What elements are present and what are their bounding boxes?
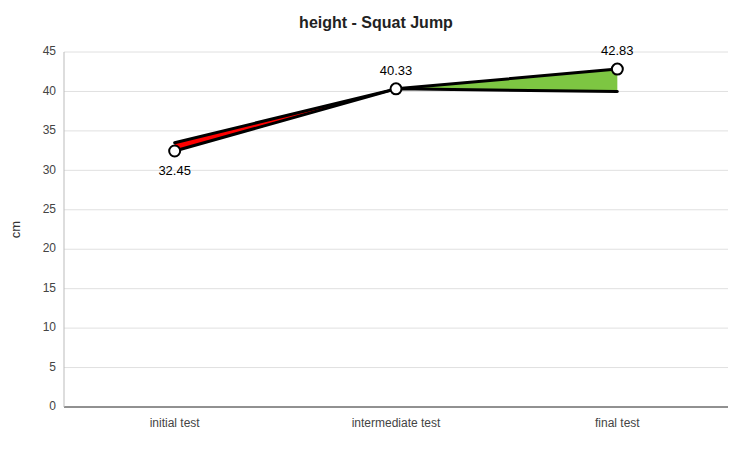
y-tick-label: 10 [43,320,57,334]
plot-area [169,64,623,157]
grid-line [64,249,728,250]
title: height - Squat Jump [299,14,453,31]
y-grid [64,52,728,407]
chart-container: 0 5 10 15 20 25 30 35 40 45 initial test intermedia… [0,0,752,451]
x-tick-label: intermediate test [352,416,441,430]
x-tick-label: initial test [150,416,201,430]
point-marker [169,146,180,157]
y-tick-label: 40 [43,84,57,98]
data-label: 32.45 [158,163,191,178]
grid-line [64,130,728,131]
y-axis-line [64,52,65,407]
x-axis-line [64,407,728,408]
line [175,69,618,151]
y-tick-label: 25 [43,202,57,216]
data-labels: 32.45 40.33 42.83 [158,43,633,178]
y-tick-label: 30 [43,163,57,177]
y-tick-label: 15 [43,281,57,295]
grid-line [64,407,728,408]
y-tick-label: 20 [43,241,57,255]
grid-line [64,328,728,329]
grid-line [64,209,728,210]
data-label: 42.83 [601,43,634,58]
grid-line [64,288,728,289]
y-tick-label: 5 [49,360,56,374]
chart: 0 5 10 15 20 25 30 35 40 45 initial test intermedia… [0,0,752,451]
y-tick-label: 0 [49,399,56,413]
point-marker [391,83,402,94]
y-tick-label: 45 [43,44,57,58]
grid-line [64,367,728,368]
y-axis-label: cm [8,221,23,238]
line [175,89,618,143]
y-axis: 0 5 10 15 20 25 30 35 40 45 [43,44,57,413]
x-tick-label: final test [595,416,640,430]
data-label: 40.33 [380,63,413,78]
y-tick-label: 35 [43,123,57,137]
point-marker [612,64,623,75]
x-axis: initial test intermediate test final test [150,416,641,430]
